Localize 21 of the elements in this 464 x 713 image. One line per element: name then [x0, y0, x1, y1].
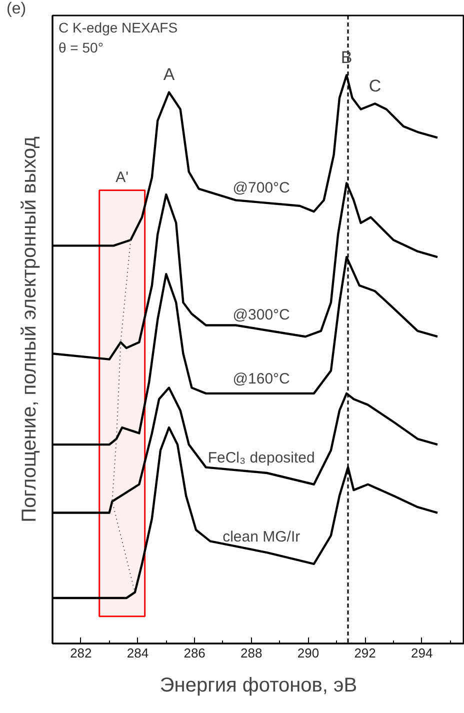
x-tick-label: 292 — [354, 646, 376, 660]
text: (e) — [6, 0, 26, 18]
band-label: A' — [116, 169, 129, 186]
x-tick-label: 286 — [184, 646, 206, 660]
annotation: A — [163, 65, 176, 84]
text: C K-edge NEXAFS — [58, 20, 178, 36]
x-tick-label: 288 — [240, 646, 262, 660]
series-label: @160°C — [232, 370, 290, 388]
series-label: @700°C — [232, 179, 290, 196]
text: θ = 50° — [58, 40, 104, 56]
y-axis-title: Поглощение, полный электронный выход — [18, 136, 40, 522]
x-tick-label: 284 — [126, 646, 149, 660]
series-label: clean MG/Ir — [222, 528, 300, 546]
x-tick-label: 294 — [411, 646, 433, 660]
x-axis-title: Энергия фотонов, эВ — [160, 674, 358, 696]
series-label: FeCl₃ deposited — [208, 449, 315, 466]
x-tick-label: 282 — [70, 646, 92, 660]
annotation: C — [368, 76, 382, 96]
annotation: B — [340, 48, 352, 68]
x-tick-label: 290 — [297, 646, 320, 660]
series-label: @300°C — [232, 306, 290, 324]
